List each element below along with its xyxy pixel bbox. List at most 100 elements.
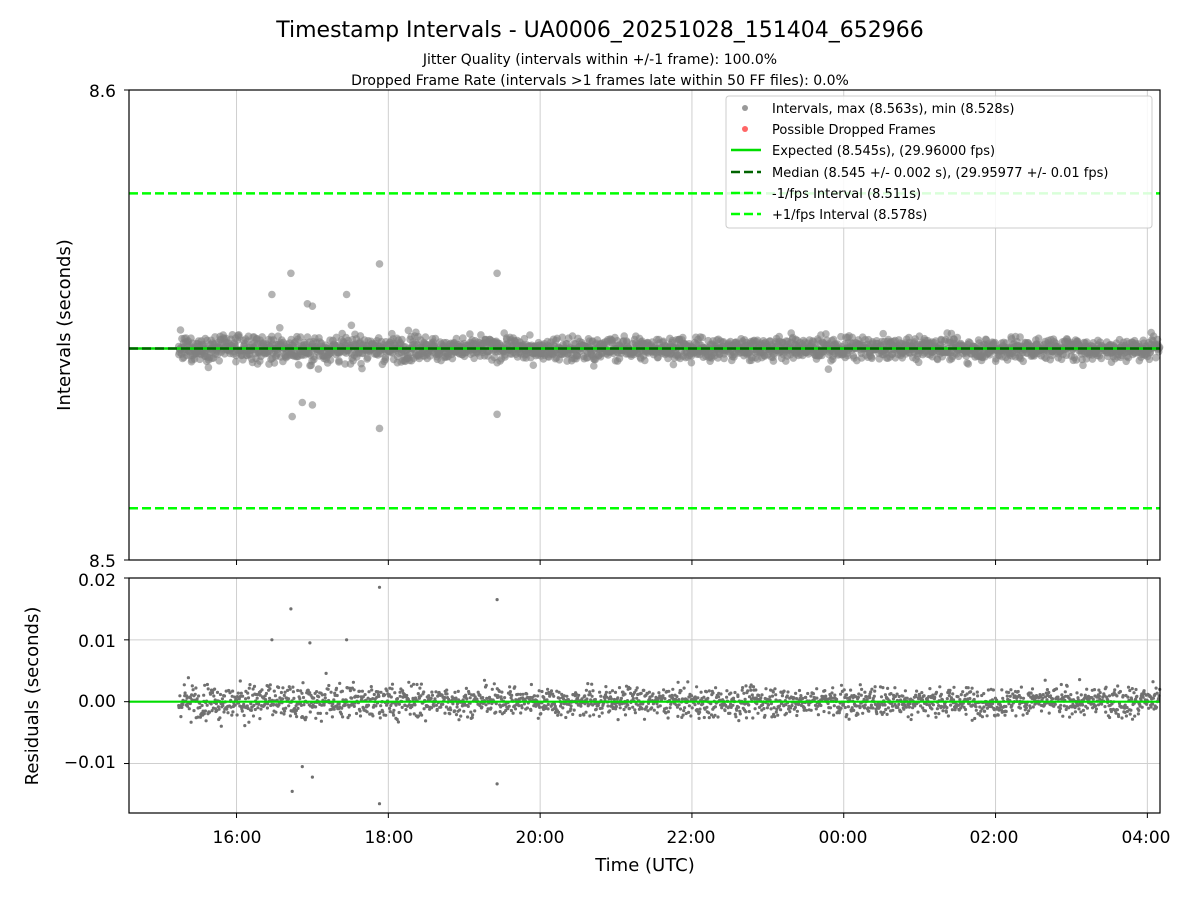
residual-point (698, 710, 702, 714)
intervals-panel: 8.6 8.5 Intervals (seconds) Intervals, m… (54, 82, 1164, 572)
residual-point (343, 703, 347, 707)
residual-point (323, 693, 327, 697)
residual-point (1137, 708, 1141, 713)
residual-point (242, 713, 246, 718)
residual-point (944, 710, 949, 714)
residual-point (204, 719, 208, 723)
residual-point (340, 689, 344, 693)
residual-point (884, 707, 888, 712)
residual-point (283, 709, 287, 713)
residual-point (458, 708, 462, 712)
residual-point (1118, 689, 1122, 694)
residual-point (334, 686, 339, 690)
residual-point (881, 703, 885, 707)
residual-point (206, 687, 210, 691)
residuals-ytick-0.00: 0.00 (78, 692, 116, 712)
residual-point (594, 707, 598, 711)
residual-point (1013, 694, 1017, 698)
residual-point (216, 705, 220, 709)
residual-point (744, 684, 748, 688)
residual-point (586, 702, 591, 707)
residual-point (417, 696, 421, 700)
residual-point (1083, 693, 1087, 697)
residual-point (416, 692, 420, 696)
residual-point (319, 719, 323, 723)
residual-point (464, 686, 468, 691)
residual-point (1094, 707, 1098, 711)
residual-point (351, 680, 355, 684)
residual-point (210, 691, 215, 695)
residual-point (771, 690, 775, 694)
residual-point (814, 707, 818, 711)
residual-point (473, 695, 477, 699)
xtick-1600: 16:00 (213, 828, 262, 848)
residual-point (536, 716, 540, 720)
residual-point (561, 697, 566, 701)
residual-point (1116, 684, 1120, 688)
residual-point (329, 690, 333, 694)
residual-point (620, 702, 624, 706)
residual-point (965, 692, 969, 696)
residual-point (413, 703, 417, 707)
residual-point (646, 709, 650, 713)
residual-point (471, 713, 475, 717)
residual-point (642, 688, 646, 693)
residual-point (631, 696, 635, 701)
residual-point (1151, 680, 1155, 684)
interval-point (448, 354, 457, 363)
residual-point (385, 703, 389, 707)
residual-point (982, 692, 986, 696)
residual-point (862, 706, 867, 710)
residual-point (363, 693, 367, 697)
residual-point (757, 693, 761, 698)
residual-point (1092, 688, 1097, 692)
residual-point (881, 686, 885, 690)
residual-point (623, 713, 628, 717)
residual-point (202, 693, 206, 697)
residual-point (742, 691, 746, 695)
residuals-ytick-0.02: 0.02 (78, 571, 116, 591)
residual-point (1056, 697, 1060, 701)
residual-point (714, 686, 718, 690)
residual-point (532, 694, 537, 698)
residual-point (451, 702, 455, 706)
intervals-ylabel: Intervals (seconds) (54, 239, 75, 411)
residual-point (295, 715, 299, 719)
residual-point (599, 694, 603, 698)
residual-point (258, 693, 262, 697)
residual-point (449, 708, 453, 712)
residual-point (470, 715, 474, 720)
residual-point (569, 704, 573, 708)
residual-point (455, 705, 459, 709)
residual-point (837, 711, 841, 715)
interval-point (1019, 357, 1027, 366)
residual-point (464, 693, 468, 697)
residual-point (1128, 688, 1132, 693)
residual-point (367, 690, 371, 694)
residual-point (870, 687, 874, 691)
residual-point (1085, 687, 1089, 691)
residual-point (387, 693, 391, 697)
interval-point (769, 357, 778, 365)
residual-point (784, 711, 789, 716)
residual-point (813, 703, 818, 708)
residual-point (775, 707, 779, 712)
residual-point (635, 696, 639, 700)
residual-point (1058, 706, 1062, 711)
residual-point (561, 706, 565, 710)
residual-point (948, 688, 952, 692)
residual-point (1098, 697, 1102, 701)
residual-point (197, 694, 201, 698)
residual-point (753, 707, 757, 711)
residual-point (486, 707, 490, 711)
residual-outlier-7 (377, 585, 382, 589)
residual-point (846, 705, 851, 709)
residual-point (627, 706, 632, 711)
residual-point (928, 687, 932, 691)
residual-point (400, 705, 404, 710)
residual-point (756, 711, 760, 715)
residual-point (1064, 707, 1068, 712)
residual-point (244, 697, 248, 701)
residual-point (729, 691, 733, 695)
residual-point (430, 690, 434, 694)
